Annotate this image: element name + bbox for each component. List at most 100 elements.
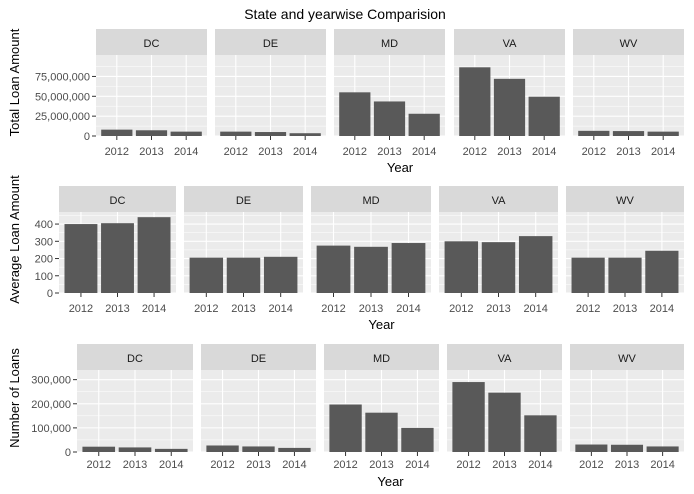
x-tick-label: 2012 xyxy=(321,303,345,315)
facet-strip xyxy=(59,186,176,212)
x-tick-label: 2014 xyxy=(405,459,429,471)
facet-strip-label: MD xyxy=(373,353,390,365)
bar-wv-2014 xyxy=(646,446,679,452)
facet-strip xyxy=(184,186,303,212)
facet-strip-label: VA xyxy=(503,38,518,50)
facet-panel-wv: WV 2012 2013 2014 xyxy=(566,186,684,315)
x-tick-label: 2012 xyxy=(105,146,129,158)
facet-strip xyxy=(566,186,684,212)
bar-va-2014 xyxy=(518,236,553,293)
facet-strip-label: DC xyxy=(144,38,160,50)
x-tick-label: 2013 xyxy=(613,303,637,315)
facet-panel-va: VA 2012 2013 2014 xyxy=(447,344,562,471)
y-axis-label: Number of Loans xyxy=(7,348,22,448)
facet-panel-wv: WV 2012 2013 2014 xyxy=(570,344,684,471)
bar-wv-2012 xyxy=(575,444,608,452)
bar-md-2013 xyxy=(365,412,398,452)
y-tick-label: 300,000 xyxy=(31,375,71,387)
x-tick-label: 2013 xyxy=(377,146,401,158)
bar-va-2012 xyxy=(452,382,485,452)
x-axis-label: Year xyxy=(387,160,414,175)
bar-dc-2012 xyxy=(64,224,98,293)
x-tick-label: 2012 xyxy=(224,146,248,158)
x-tick-label: 2014 xyxy=(528,459,552,471)
facet-strip xyxy=(570,344,684,370)
facet-strip-label: DE xyxy=(251,353,266,365)
x-tick-label: 2014 xyxy=(282,459,306,471)
x-axis-label: Year xyxy=(377,474,404,489)
bar-de-2012 xyxy=(206,445,239,452)
x-tick-label: 2012 xyxy=(579,459,603,471)
facet-strip-label: DC xyxy=(127,353,143,365)
x-tick-label: 2014 xyxy=(293,146,317,158)
facet-panel-de: DE 2012 2013 2014 xyxy=(201,344,316,471)
x-tick-label: 2013 xyxy=(139,146,163,158)
facet-strip-label: WV xyxy=(620,38,638,50)
facet-strip xyxy=(201,344,316,370)
bar-dc-2014 xyxy=(154,448,188,452)
y-tick-label: 50,000,000 xyxy=(35,91,90,103)
y-tick-label: 0 xyxy=(84,131,90,143)
bar-md-2014 xyxy=(401,427,434,452)
bar-va-2013 xyxy=(481,242,516,293)
bar-dc-2013 xyxy=(118,447,152,452)
facet-panel-va: VA 2012 2013 2014 xyxy=(454,29,565,158)
x-tick-label: 2014 xyxy=(650,459,674,471)
y-tick-label: 0 xyxy=(47,288,53,300)
bar-md-2014 xyxy=(391,243,426,293)
bar-md-2012 xyxy=(316,245,351,293)
facet-strip-label: DC xyxy=(110,195,126,207)
facet-strip-label: MD xyxy=(381,38,398,50)
bar-md-2013 xyxy=(373,101,406,136)
facet-panel-wv: WV 2012 2013 2014 xyxy=(573,29,684,158)
facet-strip xyxy=(439,186,558,212)
facet-panel-md: MD 2012 2013 2014 xyxy=(324,344,439,471)
facet-panel-va: VA 2012 2013 2014 xyxy=(439,186,558,315)
bar-va-2012 xyxy=(444,241,479,293)
bar-md-2013 xyxy=(354,246,388,293)
x-tick-label: 2014 xyxy=(174,146,198,158)
x-tick-label: 2014 xyxy=(532,146,556,158)
facet-panel-dc: DC 2012 2013 2014 xyxy=(59,186,176,315)
facet-strip-label: VA xyxy=(492,195,507,207)
chart-row-1: 0 25,000,000 50,000,000 75,000,000 Total Loa… xyxy=(7,28,684,175)
bar-md-2012 xyxy=(329,404,362,452)
bar-wv-2014 xyxy=(645,250,679,293)
bar-wv-2013 xyxy=(610,444,644,452)
bar-va-2012 xyxy=(459,67,491,136)
x-axis-label: Year xyxy=(368,317,395,332)
x-tick-label: 2014 xyxy=(412,146,436,158)
y-tick-label: 200,000 xyxy=(31,399,71,411)
bar-va-2014 xyxy=(528,96,560,136)
bar-de-2014 xyxy=(263,256,298,293)
x-tick-label: 2013 xyxy=(616,146,640,158)
facet-strip xyxy=(311,186,431,212)
bar-dc-2014 xyxy=(170,131,202,136)
bar-wv-2013 xyxy=(608,257,642,293)
x-tick-label: 2013 xyxy=(258,146,282,158)
x-tick-label: 2014 xyxy=(650,303,674,315)
bar-va-2014 xyxy=(524,415,557,452)
bar-dc-2012 xyxy=(82,446,116,452)
bar-de-2013 xyxy=(254,132,287,136)
y-tick-label: 75,000,000 xyxy=(35,71,90,83)
bar-dc-2013 xyxy=(101,223,134,293)
bar-md-2012 xyxy=(339,92,371,136)
y-axis-label: Average Loan Amount xyxy=(7,175,22,304)
y-tick-label: 400 xyxy=(35,219,53,231)
chart-row-2: 0 100 200 300 400 Average Loan Amount Year DC 20… xyxy=(7,175,684,332)
bar-wv-2012 xyxy=(571,257,605,293)
x-tick-label: 2012 xyxy=(463,146,487,158)
x-tick-label: 2013 xyxy=(492,459,516,471)
x-tick-label: 2012 xyxy=(576,303,600,315)
bar-wv-2013 xyxy=(612,131,645,136)
facet-strip-label: VA xyxy=(498,353,513,365)
x-tick-label: 2014 xyxy=(651,146,675,158)
bar-de-2012 xyxy=(220,131,252,136)
bar-wv-2012 xyxy=(578,130,610,136)
bar-dc-2013 xyxy=(135,130,168,136)
y-tick-label: 200 xyxy=(35,254,53,266)
x-tick-label: 2012 xyxy=(456,459,480,471)
bar-de-2013 xyxy=(242,446,275,452)
x-tick-label: 2014 xyxy=(268,303,292,315)
